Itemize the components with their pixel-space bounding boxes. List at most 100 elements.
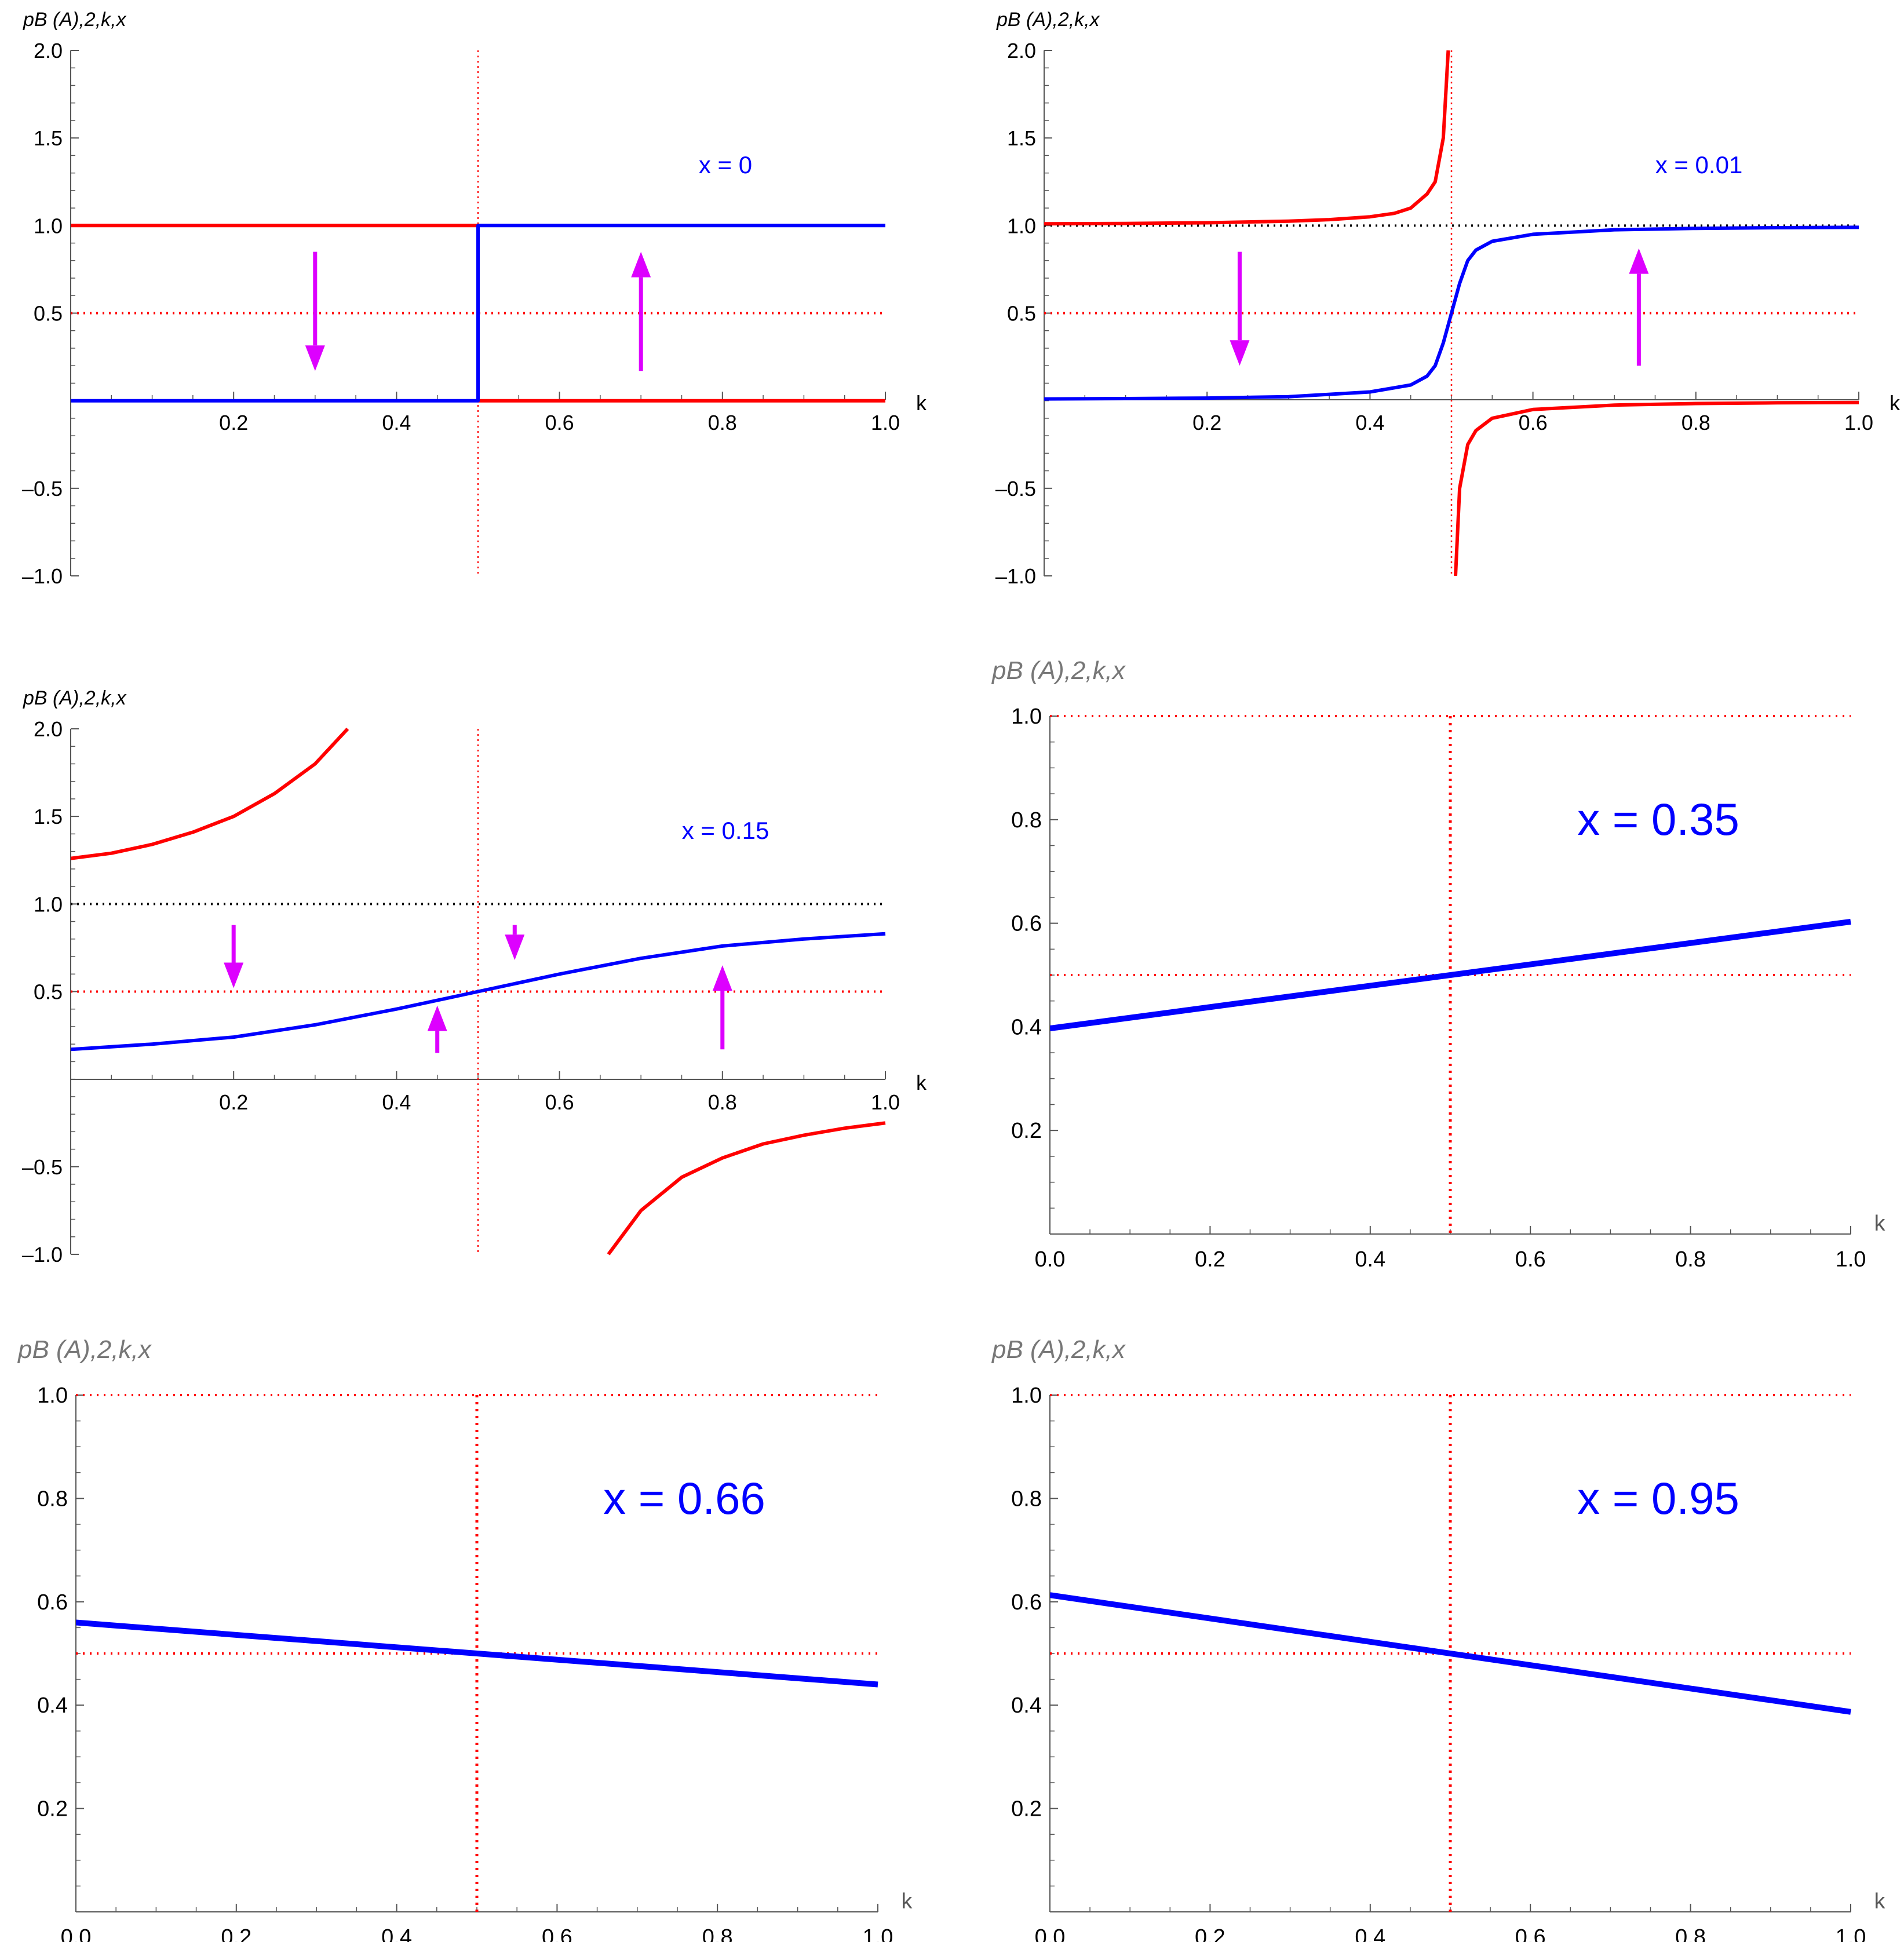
y-tick-label: 0.4 <box>1011 1015 1042 1039</box>
y-tick-label: 0.6 <box>37 1590 68 1615</box>
y-tick-label: 0.8 <box>37 1487 68 1511</box>
series-red-left <box>1044 50 1450 226</box>
x-tick-label: 0.4 <box>382 411 411 435</box>
x-tick-label: 1.0 <box>871 411 900 435</box>
x-tick-label: 0.8 <box>1681 411 1710 435</box>
arrow-head <box>1629 248 1649 274</box>
x-tick-label: 0.0 <box>61 1925 92 1942</box>
chart-panel-3: –1.0 –0.5 0.5 1.0 1.5 2.0 0.2 0.4 0.6 0.8 1.0 k pB (… <box>22 687 927 1266</box>
chart-panel-1: –1.0 –0.5 0.5 1.0 1.5 2.0 0.2 0.4 0.6 0.8 1.0 k pB (… <box>22 9 927 588</box>
y-tick-label: 2.0 <box>34 39 63 63</box>
x-value-annotation: x = 0.01 <box>1655 151 1743 178</box>
x-tick-label: 0.2 <box>1192 411 1221 435</box>
x-tick-label: 1.0 <box>1836 1247 1866 1272</box>
x-axis-label: k <box>1890 391 1901 415</box>
arrow-head <box>631 251 651 278</box>
y-tick-label: –1.0 <box>22 564 63 588</box>
x-tick-label: 0.2 <box>219 411 248 435</box>
y-axis-label: pB (A),2,k,x <box>996 9 1100 31</box>
x-tick-label: 0.8 <box>1675 1925 1706 1942</box>
y-tick-label: 1.5 <box>34 126 63 150</box>
series-blue <box>1044 225 1859 401</box>
x-tick-label: 0.8 <box>1675 1247 1706 1272</box>
y-tick-label: 0.5 <box>34 980 63 1004</box>
x-tick-label: 0.4 <box>382 1090 411 1114</box>
y-tick-label: –0.5 <box>995 477 1036 501</box>
chart-panel-4: 0.2 0.4 0.6 0.8 1.0 0.0 0.2 0.4 0.6 0.8 1.0 k pB (A)… <box>991 656 1886 1272</box>
x-tick-label: 0.2 <box>1195 1247 1225 1272</box>
y-tick-label: –1.0 <box>22 1243 63 1266</box>
chart-panel-2: –1.0 –0.5 0.5 1.0 1.5 2.0 0.2 0.4 0.6 0.8 1.0 k pB (… <box>995 9 1901 588</box>
y-axis-label: pB (A),2,k,x <box>23 687 127 709</box>
x-tick-label: 0.2 <box>1195 1925 1225 1942</box>
y-tick-label: 0.5 <box>1007 302 1036 326</box>
y-tick-label: 1.0 <box>1007 214 1036 238</box>
series-red-right <box>607 1121 886 1255</box>
arrow-head <box>712 965 732 991</box>
y-axis-label: pB (A),2,k,x <box>23 9 127 31</box>
y-axis-label: pB (A),2,k,x <box>17 1335 152 1364</box>
x-axis-label: k <box>902 1889 913 1914</box>
x-tick-label: 1.0 <box>871 1090 900 1114</box>
x-tick-label: 0.8 <box>708 411 737 435</box>
chart-panel-6: 0.2 0.4 0.6 0.8 1.0 0.0 0.2 0.4 0.6 0.8 1.0 k pB (A)… <box>991 1335 1886 1942</box>
x-value-annotation: x = 0.35 <box>1577 794 1739 845</box>
y-tick-label: 1.0 <box>34 214 63 238</box>
x-tick-label: 0.2 <box>221 1925 251 1942</box>
x-tick-label: 0.4 <box>1355 1247 1385 1272</box>
x-tick-label: 1.0 <box>1844 411 1873 435</box>
arrow-head <box>224 962 244 988</box>
series-blue <box>1050 918 1851 1032</box>
x-tick-label: 0.0 <box>1035 1925 1066 1942</box>
y-tick-label: 0.2 <box>1011 1797 1042 1821</box>
y-tick-label: 0.4 <box>37 1693 68 1718</box>
x-tick-label: 0.0 <box>1035 1247 1066 1272</box>
x-value-annotation: x = 0.66 <box>603 1473 765 1524</box>
x-tick-label: 0.4 <box>1355 1925 1385 1942</box>
x-axis-label: k <box>1874 1211 1886 1236</box>
series-blue <box>1050 1592 1851 1715</box>
x-value-annotation: x = 0.95 <box>1577 1473 1739 1524</box>
y-tick-label: 0.8 <box>1011 808 1042 833</box>
y-tick-label: 0.4 <box>1011 1693 1042 1718</box>
x-tick-label: 0.4 <box>381 1925 412 1942</box>
y-tick-label: –0.5 <box>22 477 63 501</box>
y-tick-label: 1.0 <box>1011 1384 1042 1408</box>
x-tick-label: 0.6 <box>542 1925 572 1942</box>
series-blue <box>71 224 885 403</box>
x-tick-label: 0.6 <box>1515 1925 1546 1942</box>
x-tick-label: 0.6 <box>1519 411 1548 435</box>
y-tick-label: 1.5 <box>34 805 63 828</box>
y-tick-label: 2.0 <box>1007 39 1036 63</box>
y-tick-label: 0.2 <box>37 1797 68 1821</box>
x-tick-label: 0.8 <box>708 1090 737 1114</box>
y-tick-label: –0.5 <box>22 1155 63 1179</box>
y-tick-label: 2.0 <box>34 717 63 741</box>
chart-panel-5: 0.2 0.4 0.6 0.8 1.0 0.0 0.2 0.4 0.6 0.8 1.0 k pB (A)… <box>17 1335 913 1942</box>
x-tick-label: 0.4 <box>1355 411 1384 435</box>
x-axis-label: k <box>1874 1889 1886 1914</box>
y-axis-label: pB (A),2,k,x <box>991 1335 1126 1364</box>
series-red-right <box>1454 400 1859 576</box>
y-tick-label: 0.8 <box>1011 1487 1042 1511</box>
y-tick-label: 0.6 <box>1011 1590 1042 1615</box>
y-tick-label: –1.0 <box>995 564 1036 588</box>
y-tick-label: 1.5 <box>1007 126 1036 150</box>
series-blue <box>71 932 886 1052</box>
x-tick-label: 0.6 <box>545 411 574 435</box>
y-tick-label: 0.2 <box>1011 1119 1042 1143</box>
y-tick-label: 0.6 <box>1011 912 1042 936</box>
x-tick-label: 0.8 <box>702 1925 733 1942</box>
y-tick-label: 0.5 <box>34 302 63 326</box>
x-axis-label: k <box>916 1071 927 1094</box>
x-value-annotation: x = 0.15 <box>682 817 769 844</box>
y-axis-label: pB (A),2,k,x <box>991 656 1126 685</box>
series-red-left <box>71 728 349 860</box>
x-tick-label: 0.2 <box>219 1090 248 1114</box>
x-tick-label: 0.6 <box>545 1090 574 1114</box>
x-tick-label: 1.0 <box>863 1925 893 1942</box>
arrow-head <box>505 935 525 961</box>
series-blue <box>76 1619 878 1688</box>
arrow-head <box>305 345 325 371</box>
arrow-head <box>1230 340 1250 366</box>
